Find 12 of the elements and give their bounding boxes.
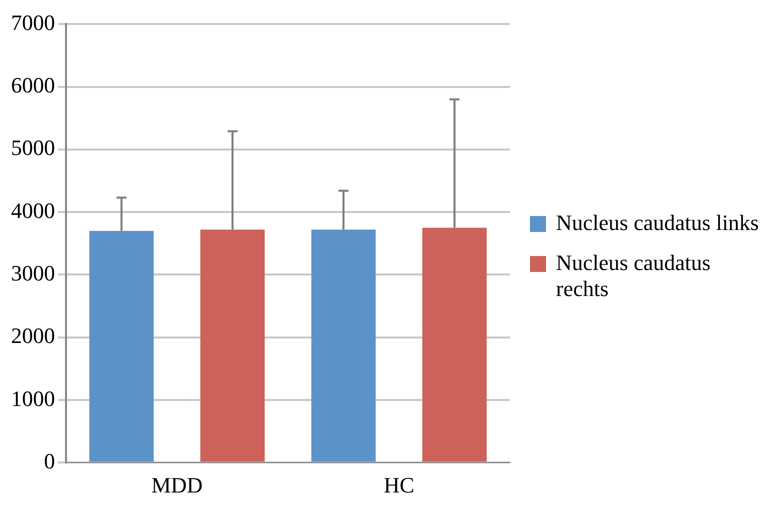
y-tick-label: 3000 [11, 260, 55, 286]
y-tick-label: 1000 [11, 386, 55, 411]
y-tick-label: 5000 [11, 135, 55, 160]
y-tick-label: 2000 [11, 323, 55, 348]
x-tick-label: HC [384, 472, 414, 498]
y-tick-label: 6000 [11, 72, 55, 98]
legend-label: Nucleus caudatus links [556, 210, 759, 236]
y-tick-label: 0 [44, 448, 55, 474]
legend-label: Nucleus caudatus rechts [556, 250, 712, 302]
x-tick-label: MDD [151, 472, 203, 498]
y-tick-label: 4000 [11, 198, 55, 223]
y-tick-label: 7000 [11, 10, 55, 35]
